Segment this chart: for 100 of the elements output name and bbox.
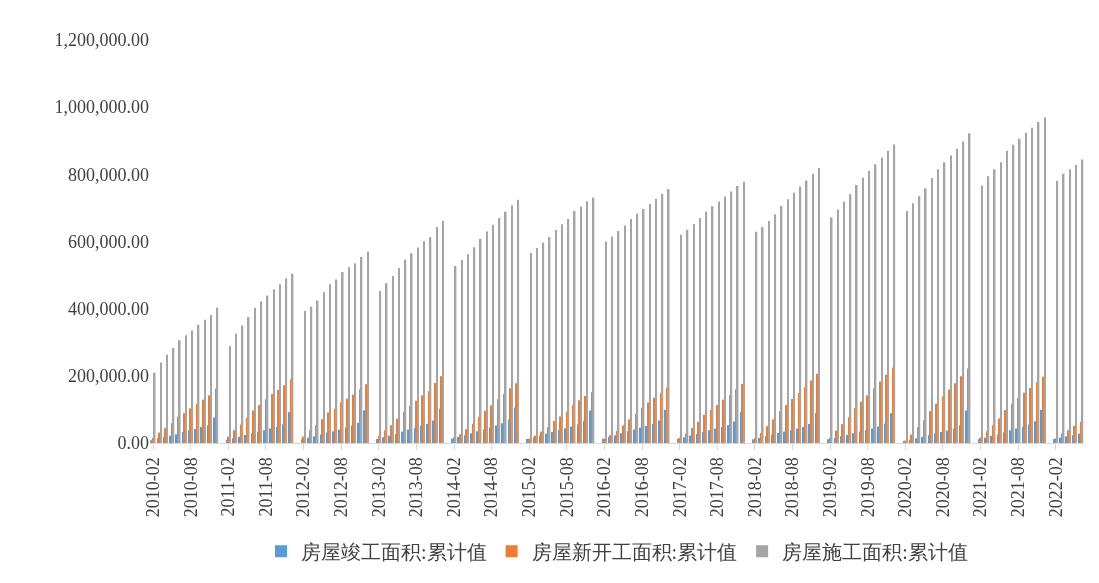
- x-tick-label: 2014-02: [443, 457, 464, 518]
- bar: [536, 247, 538, 443]
- bar: [855, 185, 858, 443]
- bar: [426, 423, 429, 443]
- bar: [965, 410, 968, 443]
- bar: [254, 307, 256, 443]
- legend-label: 房屋竣工面积:累计值: [301, 540, 487, 563]
- bar: [567, 219, 570, 443]
- bar: [649, 203, 651, 443]
- y-tick-label: 200,000.00: [68, 366, 149, 387]
- bar: [768, 221, 770, 443]
- bar: [279, 284, 281, 443]
- bar: [185, 335, 187, 443]
- bar: [879, 381, 882, 443]
- bar: [492, 224, 494, 443]
- bar: [799, 186, 802, 443]
- bar: [837, 209, 839, 443]
- bar: [555, 230, 557, 443]
- bar: [564, 428, 567, 443]
- bar: [998, 418, 1001, 443]
- bar: [693, 224, 695, 443]
- bar: [401, 431, 404, 443]
- bar: [630, 219, 632, 443]
- bar: [774, 214, 777, 443]
- bar: [691, 427, 694, 443]
- legend-label: 房屋施工面积:累计值: [782, 540, 968, 563]
- bar: [868, 170, 871, 443]
- bar: [321, 419, 324, 443]
- bar: [605, 241, 607, 443]
- bar: [724, 196, 726, 443]
- bar: [948, 389, 951, 443]
- bar: [423, 241, 426, 443]
- bar: [1034, 421, 1037, 443]
- x-tick-label: 2018-08: [782, 457, 803, 518]
- x-tick-label: 2019-08: [857, 457, 878, 518]
- bar: [912, 203, 914, 443]
- x-tick-label: 2013-08: [406, 457, 427, 518]
- bar: [486, 231, 488, 443]
- bar: [683, 437, 686, 443]
- bar: [263, 430, 266, 443]
- x-tick-label: 2016-02: [594, 457, 615, 518]
- bar: [1018, 138, 1021, 443]
- x-tick-label: 2022-02: [1045, 457, 1066, 518]
- bar: [285, 278, 288, 443]
- bar: [517, 199, 520, 443]
- x-tick-label: 2012-08: [331, 457, 352, 518]
- bar: [194, 428, 197, 443]
- bar: [470, 433, 473, 443]
- bar: [1031, 127, 1034, 443]
- bar: [636, 213, 639, 443]
- bar: [1067, 430, 1070, 443]
- x-tick-label: 2013-02: [368, 457, 389, 518]
- bar: [202, 399, 205, 443]
- bar: [241, 325, 244, 443]
- bar: [647, 402, 650, 443]
- bar: [307, 437, 310, 443]
- bar: [881, 157, 883, 443]
- bar: [680, 234, 683, 443]
- bar: [578, 400, 581, 443]
- bar: [1044, 117, 1046, 443]
- y-tick-label: 1,000,000.00: [54, 97, 149, 118]
- bar: [793, 192, 795, 443]
- bar: [398, 268, 400, 443]
- bar: [461, 259, 463, 443]
- bar: [1025, 132, 1027, 443]
- bar: [846, 434, 849, 443]
- bar: [365, 384, 368, 443]
- bar: [730, 191, 733, 443]
- bar: [323, 292, 325, 443]
- bar: [810, 380, 813, 443]
- bar: [924, 188, 927, 443]
- bar: [341, 272, 344, 443]
- bar: [812, 173, 814, 443]
- bar: [204, 319, 206, 443]
- bar: [367, 251, 369, 443]
- bar: [843, 201, 846, 443]
- x-tick-label: 2021-02: [970, 457, 991, 518]
- bar: [1069, 169, 1071, 443]
- y-tick-label: 400,000.00: [68, 298, 149, 319]
- bar: [348, 267, 350, 443]
- x-tick-label: 2011-08: [255, 457, 276, 517]
- bar: [1078, 433, 1081, 443]
- bar: [404, 259, 407, 443]
- x-tick-label: 2015-08: [556, 457, 577, 518]
- bar: [417, 247, 419, 443]
- bar: [929, 411, 932, 443]
- bar: [661, 193, 664, 443]
- bar: [633, 429, 636, 443]
- bar: [166, 354, 169, 443]
- bar: [614, 435, 617, 443]
- bar: [1042, 376, 1045, 443]
- bar: [160, 362, 162, 443]
- bar: [467, 254, 469, 443]
- bar: [787, 199, 789, 443]
- bar: [247, 317, 250, 443]
- x-tick-label: 2010-02: [142, 457, 163, 518]
- x-tick-label: 2011-02: [218, 457, 239, 517]
- bar: [956, 148, 958, 443]
- bar: [655, 198, 657, 443]
- x-tick-label: 2012-02: [293, 457, 314, 518]
